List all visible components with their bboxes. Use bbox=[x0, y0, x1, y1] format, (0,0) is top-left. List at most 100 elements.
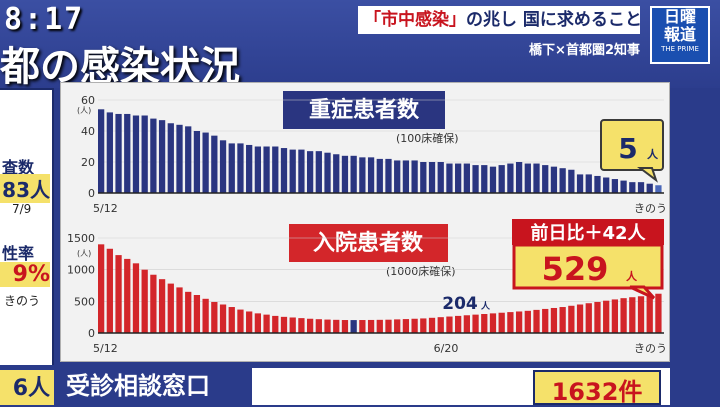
hosp-bar bbox=[315, 319, 322, 333]
severe-bar bbox=[185, 126, 192, 193]
hosp-bar bbox=[489, 313, 497, 333]
severe-bar bbox=[341, 155, 349, 193]
hosp-bar bbox=[132, 263, 140, 333]
hosp-bar bbox=[263, 314, 270, 333]
hosp-bar bbox=[367, 319, 375, 333]
hosp-bar bbox=[124, 258, 131, 333]
severe-bar bbox=[306, 151, 314, 193]
severe-tick-label: 60 bbox=[81, 94, 95, 107]
severe-bar bbox=[463, 163, 470, 193]
hosp-bar bbox=[611, 299, 619, 333]
severe-bar bbox=[559, 168, 566, 193]
topic-bar: 「市中感染」の兆し 国に求めることは bbox=[358, 6, 640, 34]
hosp-bar bbox=[637, 296, 645, 333]
consultation-title: 受診相談窓口 bbox=[66, 372, 210, 400]
hosp-bar bbox=[98, 244, 105, 333]
hosp-bar bbox=[437, 317, 444, 333]
hosp-bar bbox=[402, 319, 410, 333]
severe-bar bbox=[550, 166, 558, 193]
severe-chart: 重症患者数 (100床確保) (人) 0 20 40 60 5/12 きのう 5 人 bbox=[77, 91, 667, 215]
severe-bar bbox=[193, 131, 201, 193]
severe-bar bbox=[446, 163, 453, 193]
severe-bar bbox=[620, 180, 627, 193]
severe-bar bbox=[568, 169, 575, 193]
hosp-callout-value: 529 bbox=[542, 250, 609, 288]
hosp-bar bbox=[472, 314, 479, 333]
hosp-bar bbox=[333, 319, 340, 333]
hosp-bar bbox=[446, 316, 453, 333]
bottom-left-value: 6人 bbox=[0, 370, 54, 405]
severe-bar bbox=[533, 163, 540, 193]
severe-bar bbox=[515, 162, 523, 193]
hosp-bar bbox=[455, 315, 462, 333]
hosp-bar bbox=[193, 295, 201, 333]
hosp-x-start: 5/12 bbox=[93, 342, 118, 355]
severe-bar bbox=[132, 115, 140, 193]
severe-bar bbox=[411, 160, 418, 193]
hosp-title: 入院患者数 bbox=[313, 230, 424, 256]
severe-bar bbox=[376, 158, 383, 193]
severe-bar bbox=[603, 177, 610, 193]
left-date-positivity: きのう bbox=[4, 294, 41, 308]
severe-callout-pointer bbox=[637, 167, 658, 183]
hosp-bar bbox=[620, 298, 627, 333]
severe-bar bbox=[115, 113, 122, 193]
hosp-tick-label: 1000 bbox=[67, 264, 95, 277]
hosp-bar bbox=[603, 300, 610, 333]
severe-bar bbox=[228, 143, 235, 193]
severe-bar bbox=[455, 163, 462, 193]
consultation-count: 1632件 bbox=[533, 370, 661, 406]
severe-title-box bbox=[283, 91, 445, 129]
severe-bar bbox=[202, 132, 209, 193]
hosp-bar bbox=[411, 318, 418, 333]
hosp-bar bbox=[594, 301, 601, 333]
severe-bar bbox=[289, 149, 296, 193]
hosp-bar bbox=[576, 304, 584, 333]
left-value-tests: 83人 bbox=[0, 174, 50, 203]
hosp-bar bbox=[280, 316, 288, 333]
left-label-positivity: 性率 bbox=[2, 244, 35, 263]
severe-bar bbox=[507, 163, 514, 193]
hosp-tick-label: 500 bbox=[74, 295, 95, 308]
hosp-bar bbox=[246, 311, 253, 333]
severe-bar bbox=[629, 182, 636, 193]
logo-line1: 日曜 bbox=[663, 7, 696, 26]
severe-subtitle: (100床確保) bbox=[396, 131, 459, 145]
severe-bar bbox=[489, 166, 497, 193]
severe-bar bbox=[359, 157, 366, 193]
severe-bar bbox=[167, 123, 174, 193]
logo-line3: THE PRIME bbox=[661, 45, 699, 53]
severe-bar bbox=[158, 120, 166, 193]
hosp-bar bbox=[507, 312, 514, 333]
hosp-bar bbox=[289, 317, 296, 333]
hosp-x-mid: 6/20 bbox=[434, 342, 459, 355]
severe-bar bbox=[333, 154, 340, 193]
hosp-callout-pointer bbox=[629, 285, 656, 300]
hosp-bar bbox=[550, 307, 558, 333]
hosp-callout-unit: 人 bbox=[626, 269, 638, 283]
severe-bar bbox=[219, 140, 227, 193]
hosp-x-end: きのう bbox=[634, 342, 667, 355]
severe-x-start: 5/12 bbox=[93, 202, 118, 215]
hosp-callout bbox=[512, 243, 664, 290]
hosp-bar bbox=[376, 319, 383, 333]
hosp-bar bbox=[585, 303, 592, 333]
logo-line2: 報道 bbox=[663, 25, 696, 44]
hosp-bar bbox=[646, 295, 653, 333]
hosp-bar bbox=[533, 309, 540, 333]
hosp-bar bbox=[463, 315, 470, 333]
clock: 8:17 bbox=[4, 2, 85, 37]
hosp-ylabel: (人) bbox=[77, 249, 91, 258]
hosp-bar bbox=[141, 269, 148, 333]
hosp-bar bbox=[219, 304, 227, 333]
left-date-tests: 7/9 bbox=[12, 202, 32, 216]
severe-tick-label: 40 bbox=[81, 125, 95, 138]
hosp-bar bbox=[176, 287, 183, 333]
hospitalized-chart: 入院患者数 (1000床確保) (人) 0 500 1000 1500 5/12 6/… bbox=[67, 219, 667, 355]
hosp-bar bbox=[394, 319, 401, 333]
severe-x-end: きのう bbox=[634, 202, 667, 215]
left-value-positivity: 9% bbox=[0, 262, 50, 287]
hosp-bar bbox=[559, 307, 566, 333]
severe-bar bbox=[246, 144, 253, 193]
hosp-bar bbox=[237, 309, 244, 333]
